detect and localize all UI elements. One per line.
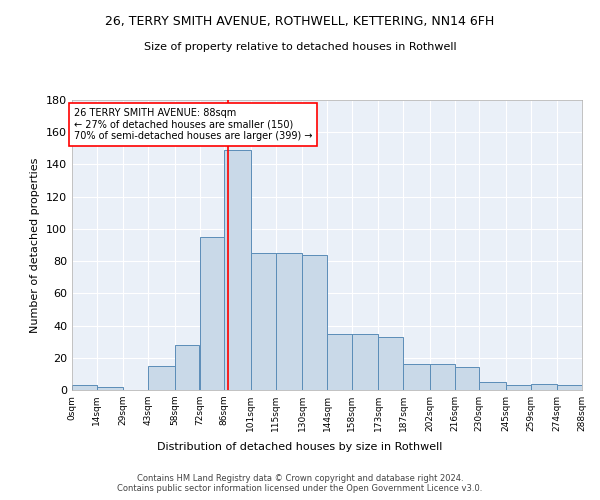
Bar bbox=[379, 337, 403, 390]
Text: Contains HM Land Registry data © Crown copyright and database right 2024.: Contains HM Land Registry data © Crown c… bbox=[137, 474, 463, 483]
Bar bbox=[430, 364, 455, 390]
Bar bbox=[72, 385, 97, 390]
Bar bbox=[251, 253, 275, 390]
Bar bbox=[557, 385, 582, 390]
Bar bbox=[352, 334, 379, 390]
Text: 26 TERRY SMITH AVENUE: 88sqm
← 27% of detached houses are smaller (150)
70% of s: 26 TERRY SMITH AVENUE: 88sqm ← 27% of de… bbox=[74, 108, 312, 142]
Bar bbox=[148, 366, 175, 390]
Bar bbox=[327, 334, 352, 390]
Text: Size of property relative to detached houses in Rothwell: Size of property relative to detached ho… bbox=[143, 42, 457, 52]
Bar bbox=[275, 253, 302, 390]
Bar bbox=[199, 237, 224, 390]
Text: Contains public sector information licensed under the Open Government Licence v3: Contains public sector information licen… bbox=[118, 484, 482, 493]
Bar bbox=[403, 364, 430, 390]
Bar bbox=[455, 368, 479, 390]
Bar bbox=[506, 385, 530, 390]
Bar bbox=[224, 150, 251, 390]
Bar bbox=[479, 382, 506, 390]
Text: 26, TERRY SMITH AVENUE, ROTHWELL, KETTERING, NN14 6FH: 26, TERRY SMITH AVENUE, ROTHWELL, KETTER… bbox=[106, 15, 494, 28]
Bar bbox=[530, 384, 557, 390]
Bar bbox=[582, 387, 600, 390]
Bar bbox=[175, 345, 199, 390]
Bar bbox=[97, 387, 124, 390]
Bar bbox=[302, 254, 327, 390]
Y-axis label: Number of detached properties: Number of detached properties bbox=[31, 158, 40, 332]
Text: Distribution of detached houses by size in Rothwell: Distribution of detached houses by size … bbox=[157, 442, 443, 452]
